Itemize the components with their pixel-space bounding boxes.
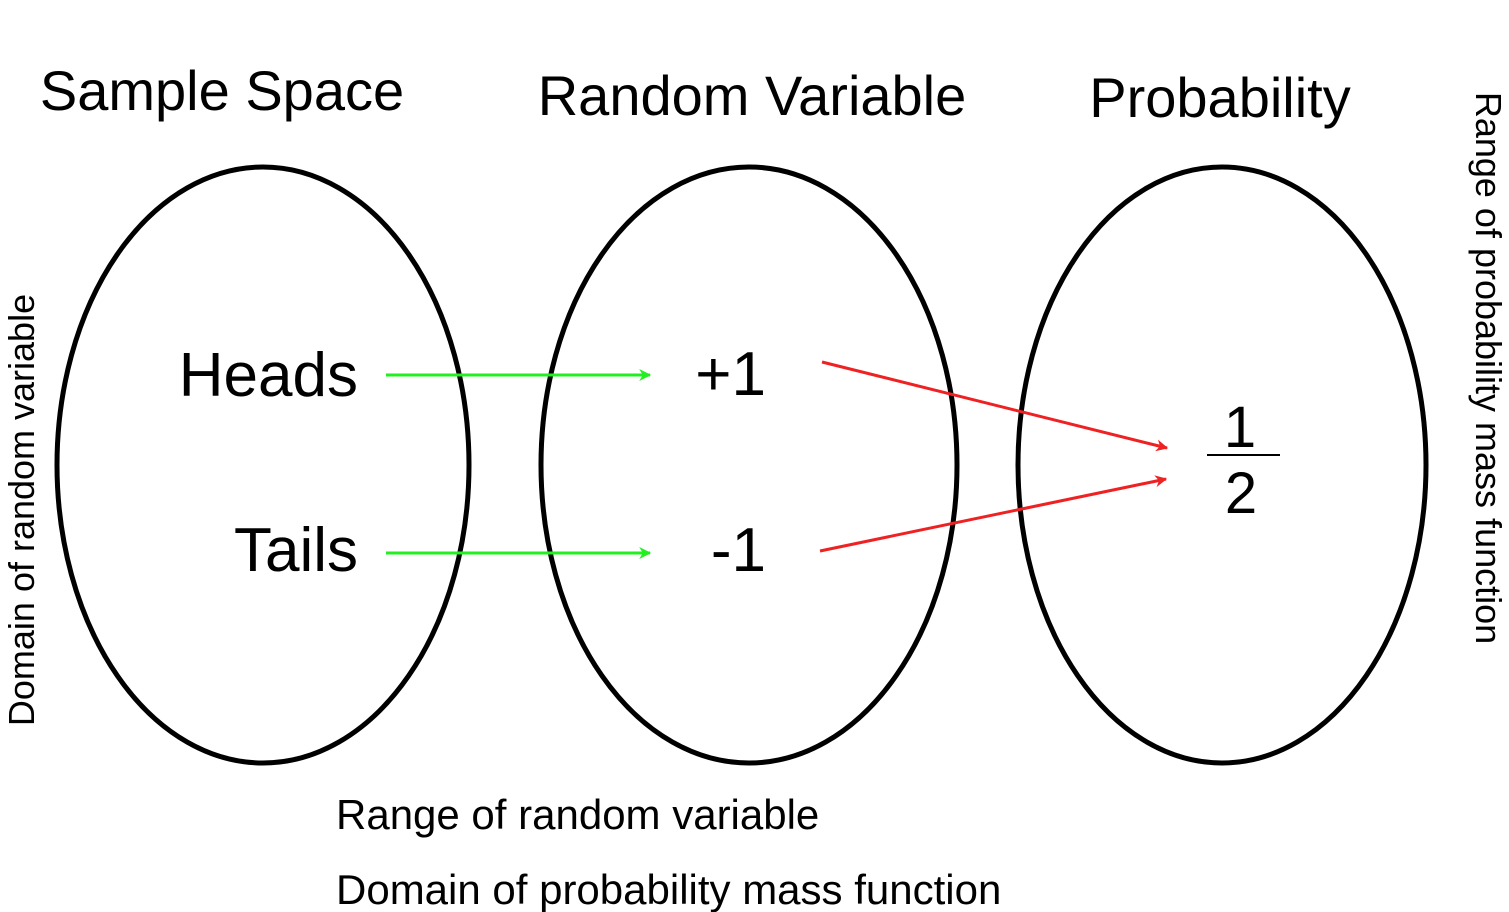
arrow-plus-one-to-probability: [821, 360, 1169, 452]
fraction-numerator: 1: [1224, 395, 1256, 460]
outcome-heads: Heads: [179, 341, 358, 410]
random-variable-header: Random Variable: [538, 64, 967, 127]
probability-header: Probability: [1089, 66, 1350, 129]
sample-space-ellipse: [54, 164, 472, 766]
right-side-label: Range of probability mass function: [1468, 92, 1509, 644]
rv-value-minus-one: -1: [711, 516, 766, 585]
bottom-label-domain-pmf: Domain of probability mass function: [336, 866, 1001, 912]
rv-value-plus-one: +1: [695, 340, 766, 409]
arrow-minus-one-to-probability: [819, 475, 1168, 553]
bottom-label-range-rv: Range of random variable: [336, 791, 819, 838]
random-variable-ellipse: [538, 164, 960, 766]
left-side-label: Domain of random variable: [1, 294, 42, 726]
fraction-denominator: 2: [1225, 461, 1257, 526]
probability-ellipse: [1015, 164, 1429, 766]
sample-space-header: Sample Space: [40, 59, 404, 122]
outcome-tails: Tails: [234, 516, 358, 585]
